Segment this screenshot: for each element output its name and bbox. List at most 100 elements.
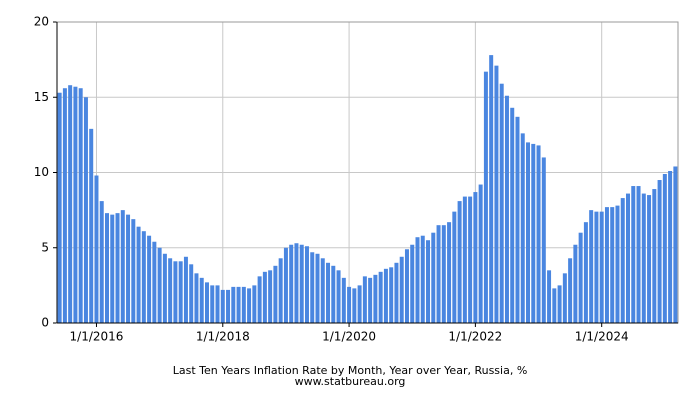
bar — [647, 195, 652, 323]
bar — [257, 276, 262, 323]
bar — [126, 214, 131, 323]
bar — [462, 196, 467, 323]
bar — [183, 256, 188, 323]
bar — [357, 285, 362, 323]
bar — [589, 210, 594, 323]
bar — [204, 282, 209, 323]
bar — [415, 237, 420, 323]
bar — [494, 65, 499, 324]
bar — [557, 285, 562, 323]
bar — [331, 265, 336, 323]
bar — [104, 213, 109, 323]
bar — [178, 261, 183, 323]
bar — [383, 268, 388, 323]
bar — [668, 170, 673, 323]
bar — [673, 166, 678, 323]
bar — [562, 273, 567, 323]
bar — [68, 85, 73, 324]
bar — [289, 244, 294, 323]
bar — [636, 186, 641, 323]
bar — [304, 246, 309, 323]
bar — [283, 247, 288, 323]
y-tick-label: 0 — [41, 316, 49, 330]
bar — [552, 288, 557, 323]
bar — [662, 174, 667, 323]
bar — [268, 270, 273, 323]
bar — [631, 186, 636, 323]
bar — [241, 286, 246, 323]
bar — [615, 205, 620, 323]
bar — [410, 244, 415, 323]
bar — [78, 88, 83, 323]
bar — [368, 277, 373, 323]
bar — [478, 184, 483, 323]
bar — [110, 214, 115, 323]
bar — [294, 243, 299, 323]
bar — [152, 241, 157, 323]
bar — [162, 253, 167, 323]
bar — [136, 226, 141, 323]
bar — [626, 193, 631, 323]
bar — [426, 240, 431, 323]
bar — [452, 211, 457, 323]
bar — [73, 86, 78, 323]
bar — [347, 286, 352, 323]
x-tick-label: 1/1/2018 — [196, 330, 250, 344]
bar — [399, 256, 404, 323]
bar — [157, 247, 162, 323]
bar — [610, 207, 615, 323]
bar — [547, 270, 552, 323]
bar — [594, 211, 599, 323]
bar — [657, 180, 662, 323]
bar — [441, 225, 446, 323]
bar — [436, 225, 441, 323]
bar — [599, 211, 604, 323]
bar — [404, 249, 409, 323]
bar — [362, 276, 367, 323]
bar — [341, 277, 346, 323]
bar — [115, 213, 120, 323]
bar — [189, 264, 194, 323]
bar — [504, 95, 509, 324]
bar — [173, 261, 178, 323]
chart-subtitle: www.statbureau.org — [295, 375, 406, 388]
bar — [226, 289, 231, 323]
bar — [573, 244, 578, 323]
bar — [83, 97, 88, 323]
bar — [278, 258, 283, 323]
bar — [420, 235, 425, 323]
bar — [320, 258, 325, 323]
y-tick-label: 10 — [34, 165, 49, 179]
x-tick-label: 1/1/2016 — [70, 330, 124, 344]
bar — [473, 192, 478, 323]
bar — [641, 193, 646, 323]
bar — [536, 145, 541, 323]
bar — [489, 55, 494, 324]
bar — [147, 235, 152, 323]
bar — [389, 267, 394, 323]
bar — [431, 232, 436, 323]
bar — [620, 198, 625, 323]
bar — [468, 196, 473, 323]
bar — [583, 222, 588, 323]
bar — [541, 157, 546, 323]
bar — [210, 285, 215, 323]
y-tick-label: 20 — [34, 15, 49, 29]
bar — [483, 71, 488, 323]
bar — [315, 253, 320, 323]
bar — [604, 207, 609, 323]
bar — [352, 288, 357, 323]
bar — [652, 189, 657, 323]
bar — [247, 288, 252, 323]
bar — [273, 265, 278, 323]
bar — [336, 270, 341, 323]
y-tick-label: 15 — [34, 90, 49, 104]
bar — [373, 274, 378, 323]
bar — [62, 88, 67, 323]
bar — [89, 128, 94, 323]
bar — [215, 285, 220, 323]
bar — [578, 232, 583, 323]
bar — [262, 271, 267, 323]
x-tick-label: 1/1/2022 — [448, 330, 502, 344]
